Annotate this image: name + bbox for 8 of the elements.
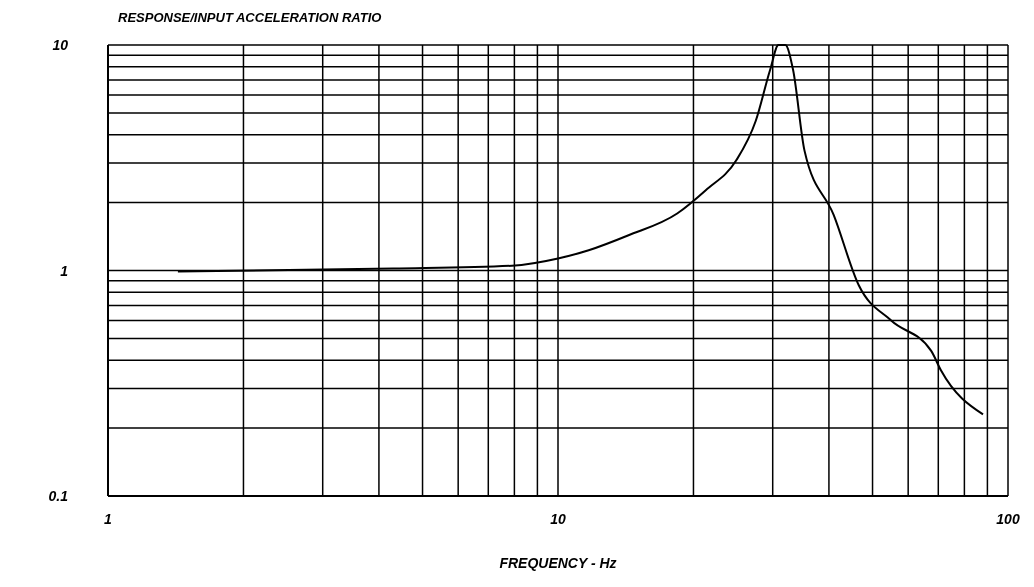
x-tick-label: 100 — [996, 511, 1020, 527]
x-tick-label: 1 — [104, 511, 113, 527]
y-axis-title: RESPONSE/INPUT ACCELERATION RATIO — [118, 10, 382, 25]
x-axis-title: FREQUENCY - Hz — [499, 555, 617, 571]
y-tick-label: 1 — [60, 262, 69, 279]
y-tick-label: 0.1 — [48, 488, 69, 504]
x-tick-label: 10 — [550, 511, 566, 527]
y-tick-label: 10 — [52, 37, 69, 53]
